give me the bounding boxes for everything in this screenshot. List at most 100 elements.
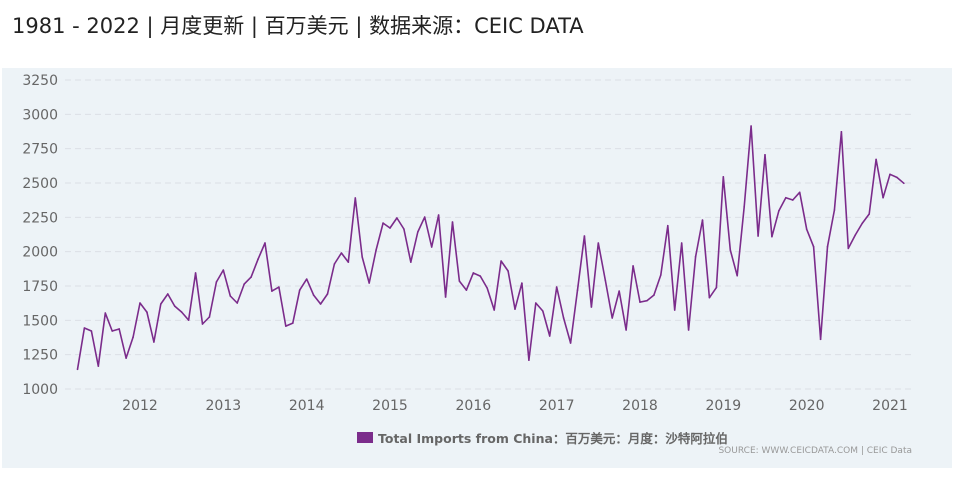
data-point: [465, 289, 468, 291]
data-point: [743, 205, 745, 208]
data-point: [521, 282, 523, 284]
data-point: [757, 235, 759, 237]
data-point: [798, 191, 801, 194]
data-point: [639, 301, 641, 303]
data-point: [541, 310, 544, 312]
data-point: [826, 245, 829, 248]
data-point: [298, 289, 301, 291]
source-note: SOURCE: WWW.CEICDATA.COM | CEIC Data: [718, 446, 912, 456]
data-point: [729, 249, 732, 251]
series-line: [76, 125, 905, 370]
data-point: [229, 295, 232, 297]
data-point: [222, 269, 225, 271]
data-point: [680, 242, 683, 244]
data-point: [430, 246, 433, 248]
data-point: [673, 309, 676, 311]
data-point: [778, 209, 780, 212]
data-point: [625, 329, 627, 331]
data-point: [708, 296, 711, 299]
data-point: [361, 256, 364, 258]
data-point: [451, 221, 454, 223]
data-point: [83, 327, 86, 329]
data-point: [215, 281, 218, 283]
data-point: [396, 217, 398, 219]
data-point: [347, 261, 350, 263]
data-point: [340, 252, 343, 254]
data-point: [618, 290, 620, 292]
data-point: [660, 274, 662, 276]
data-point: [604, 279, 607, 281]
data-point: [382, 222, 384, 224]
data-point: [861, 222, 864, 225]
data-point: [687, 329, 690, 331]
data-point: [805, 228, 808, 231]
data-point: [423, 216, 426, 218]
data-point: [305, 278, 308, 280]
data-point: [666, 224, 669, 227]
data-point: [458, 280, 461, 282]
y-tick-label: 1250: [22, 348, 58, 364]
data-point: [847, 247, 850, 250]
data-point: [854, 234, 857, 236]
data-point: [153, 341, 155, 343]
data-point: [646, 299, 648, 302]
data-point: [76, 368, 79, 371]
data-point: [90, 330, 93, 332]
data-point: [514, 308, 516, 310]
y-tick-label: 1750: [22, 279, 58, 295]
x-tick-label: 2018: [622, 398, 658, 414]
data-point: [875, 158, 877, 161]
data-point: [819, 338, 822, 341]
y-tick-label: 3000: [22, 107, 58, 123]
data-point: [833, 209, 836, 211]
x-tick-label: 2012: [122, 398, 158, 414]
legend[interactable]: Total Imports from China：百万美元：月度：沙特阿拉伯: [357, 428, 728, 447]
y-tick-label: 2500: [22, 176, 58, 192]
data-point: [180, 311, 183, 313]
data-point: [410, 261, 412, 263]
x-tick-label: 2021: [872, 398, 908, 414]
data-point: [187, 319, 190, 321]
data-point: [889, 173, 891, 176]
data-point: [493, 309, 495, 311]
data-point: [569, 342, 572, 344]
data-point: [97, 365, 100, 367]
data-point: [715, 286, 718, 289]
y-tick-label: 1500: [22, 313, 58, 329]
data-point: [139, 302, 141, 304]
data-point: [771, 235, 773, 238]
x-tick-label: 2017: [539, 398, 575, 414]
page-title: 1981 - 2022 | 月度更新 | 百万美元 | 数据来源：CEIC DA…: [12, 14, 584, 38]
legend-swatch: [357, 432, 373, 443]
data-point: [146, 311, 148, 313]
data-point: [285, 325, 287, 327]
data-point: [785, 196, 787, 199]
x-tick-label: 2019: [706, 398, 742, 414]
data-point: [722, 176, 725, 178]
data-point: [590, 306, 593, 308]
data-point: [319, 303, 322, 305]
data-point: [583, 235, 586, 237]
data-point: [896, 176, 898, 179]
data-point: [132, 336, 134, 338]
data-point: [403, 228, 405, 230]
data-point: [736, 274, 739, 277]
data-point: [201, 323, 204, 325]
data-point: [548, 335, 551, 337]
data-point: [750, 125, 752, 127]
data-point: [611, 317, 614, 319]
data-point: [764, 154, 766, 156]
data-point: [250, 276, 252, 278]
data-point: [354, 197, 357, 199]
x-tick-label: 2016: [456, 398, 492, 414]
chart-panel: [2, 68, 952, 468]
data-point: [208, 316, 211, 318]
data-point: [166, 293, 169, 295]
data-point: [368, 282, 370, 284]
data-point: [173, 305, 176, 307]
data-point: [632, 265, 634, 267]
data-point: [528, 359, 530, 361]
data-point: [416, 231, 419, 233]
data-point: [868, 213, 870, 215]
